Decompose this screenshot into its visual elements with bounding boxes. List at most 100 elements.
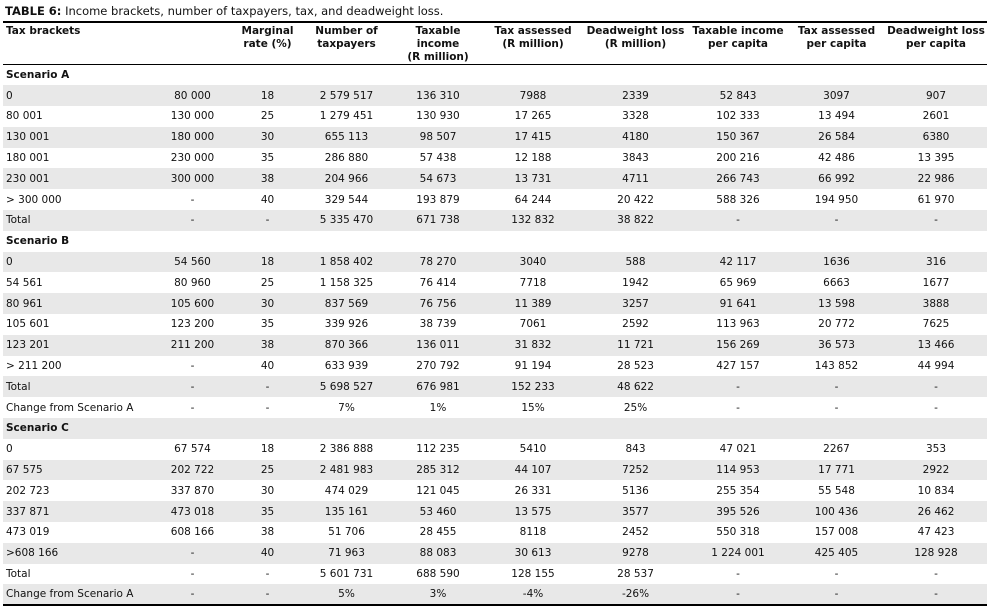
header-cell: Marginal rate (%) <box>235 22 300 65</box>
header-text: (R million) <box>604 38 667 50</box>
cell: 676 981 <box>416 380 460 393</box>
cell: - <box>736 568 740 581</box>
cell: 588 326 <box>716 193 760 206</box>
cell: 135 161 <box>324 505 369 518</box>
cell: 91 194 <box>514 360 552 373</box>
cell: 20 422 <box>617 193 654 206</box>
cell: 180 001 <box>6 152 50 165</box>
cell: 2922 <box>922 464 950 477</box>
cell: 339 926 <box>324 318 369 331</box>
cell: 40 <box>260 547 275 560</box>
cell: 88 083 <box>419 547 457 560</box>
cell: 1% <box>429 401 447 414</box>
cell: 128 155 <box>511 568 555 581</box>
cell: 3097 <box>823 89 850 102</box>
cell: 80 960 <box>174 276 211 289</box>
cell: - <box>834 214 839 227</box>
cell: 20 772 <box>818 318 855 331</box>
cell: 337 870 <box>170 484 215 497</box>
cell: 80 001 <box>6 110 43 123</box>
cell: Total <box>6 568 31 581</box>
cell: 18 <box>260 89 275 102</box>
cell: 474 029 <box>324 484 369 497</box>
cell: 194 950 <box>814 193 859 206</box>
cell: 9278 <box>622 547 649 560</box>
cell: 4711 <box>622 172 649 185</box>
data-row: 202 723 337 870 30 474 029 121 045 26 331 5136… <box>3 480 987 501</box>
cell: 44 107 <box>514 464 552 477</box>
data-row: 123 201 211 200 38 870 366 136 011 31 832 11 7… <box>3 334 988 356</box>
section-row: Scenario C <box>3 418 988 439</box>
cell: 588 <box>625 256 646 269</box>
cell: 6380 <box>922 131 950 144</box>
cell: 98 507 <box>419 131 457 144</box>
cell: 78 270 <box>419 256 457 269</box>
data-row: 180 001 230 000 35 286 880 57 438 12 188 3843 2… <box>3 148 987 169</box>
header-text: per capita <box>806 38 867 50</box>
cell: 123 200 <box>170 318 215 331</box>
data-row: 105 601 123 200 35 339 926 38 739 7061 2592 113… <box>3 314 987 335</box>
cell: 2452 <box>622 526 649 539</box>
header-cell: Tax brackets <box>3 22 235 65</box>
data-row: > 211 200 - 40 633 939 270 792 91 194 28 523 42… <box>3 356 987 377</box>
cell: 40 <box>260 360 275 373</box>
cell: - <box>190 547 195 560</box>
cell: 65 969 <box>719 276 757 289</box>
cell: 38 739 <box>419 318 457 331</box>
cell: - <box>265 568 270 581</box>
cell: - <box>190 193 195 206</box>
header-cell: Deadweight loss per capita <box>885 22 987 65</box>
cell: 7% <box>338 401 355 414</box>
header-text: Number of <box>315 25 378 37</box>
cell: 633 939 <box>324 360 369 373</box>
cell: 105 601 <box>6 318 50 331</box>
cell: 143 852 <box>814 360 859 373</box>
cell: 17 771 <box>818 464 855 477</box>
cell: 47 423 <box>917 526 955 539</box>
cell: 123 201 <box>6 339 50 352</box>
data-row: 54 561 80 960 25 1 158 325 76 414 7718 1942 65 … <box>3 272 987 293</box>
data-row: Total - - 5 601 731 688 590 128 155 28 537 - - - <box>3 564 987 585</box>
cell: - <box>190 214 195 227</box>
data-row: 473 019 608 166 38 51 706 28 455 8118 2452 550 … <box>3 522 987 543</box>
cell: 5410 <box>519 443 547 456</box>
cell: - <box>190 360 195 373</box>
cell: 655 113 <box>324 131 369 144</box>
cell: 230 000 <box>170 152 215 165</box>
cell: 51 706 <box>328 526 365 539</box>
cell: 66 992 <box>818 172 855 185</box>
section-title: Scenario B <box>6 235 70 248</box>
cell: 13 494 <box>818 110 855 123</box>
cell: 55 548 <box>818 484 855 497</box>
cell: 204 966 <box>324 172 369 185</box>
cell: 35 <box>260 318 275 331</box>
cell: 300 000 <box>170 172 215 185</box>
cell: 5% <box>338 588 355 601</box>
cell: 202 723 <box>6 484 50 497</box>
header-text: Taxable income <box>415 25 461 50</box>
cell: -4% <box>522 588 544 601</box>
cell: 64 244 <box>514 193 552 206</box>
cell: 11 389 <box>514 297 552 310</box>
cell: 13 731 <box>514 172 552 185</box>
cell: 28 523 <box>617 360 654 373</box>
data-row: >608 166 - 40 71 963 88 083 30 613 9278 1 224 0… <box>3 542 988 564</box>
header-text: taxpayers <box>317 38 376 50</box>
cell: 7252 <box>622 464 649 477</box>
header-text: Deadweight loss <box>586 25 685 37</box>
cell: 688 590 <box>416 568 460 581</box>
cell: 26 584 <box>818 131 855 144</box>
cell: > 211 200 <box>6 360 62 373</box>
data-table: Tax brackets Marginal rate (%) Number of tax… <box>3 21 988 607</box>
cell: 44 994 <box>917 360 955 373</box>
table-caption: TABLE 6: Income brackets, number of taxp… <box>5 4 443 18</box>
cell: 353 <box>925 443 947 456</box>
cell: - <box>934 401 938 414</box>
cell: - <box>265 214 270 227</box>
cell: 211 200 <box>170 339 215 352</box>
cell: 76 414 <box>419 276 457 289</box>
cell: Change from Scenario A <box>6 401 134 414</box>
cell: 270 792 <box>416 360 460 373</box>
cell: 25 <box>260 464 275 477</box>
cell: 425 405 <box>814 547 859 560</box>
